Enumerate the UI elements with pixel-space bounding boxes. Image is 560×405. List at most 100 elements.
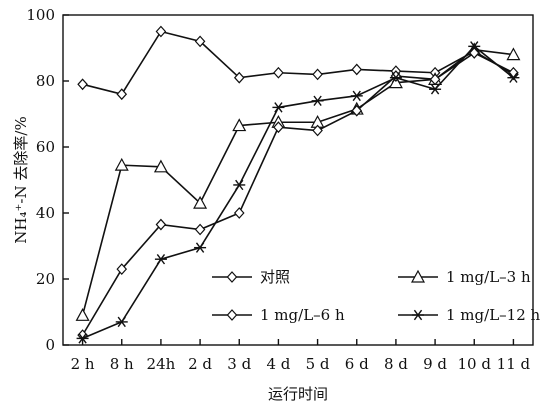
data-point [273, 121, 284, 134]
data-point [114, 157, 129, 171]
diamond-marker [233, 71, 245, 84]
diamond-marker [116, 263, 128, 275]
y-tick-label: 80 [36, 72, 55, 90]
data-point [351, 63, 363, 76]
series-line [81, 52, 514, 336]
data-point [272, 102, 285, 113]
data-point [350, 90, 363, 102]
x-tick-label: 24h [147, 355, 176, 373]
data-point [153, 159, 168, 173]
diamond-marker [155, 218, 167, 231]
data-point [77, 78, 88, 91]
x-tick-label: 3 d [227, 355, 251, 373]
legend-label: 1 mg/L–6 h [260, 306, 345, 324]
data-point [115, 316, 128, 328]
data-point [194, 223, 206, 236]
asterisk-stroke [509, 72, 518, 83]
data-point [116, 88, 128, 101]
x-tick-label: 2 h [71, 355, 95, 373]
legend: 对照 1 mg/L–3 h 1 mg/L–6 h 1 mg/L–12 h [212, 268, 541, 324]
data-point [194, 242, 207, 253]
data-point [116, 263, 128, 275]
data-point [194, 35, 206, 48]
asterisk-stroke [117, 316, 126, 328]
data-point [155, 25, 167, 38]
triangle-marker [75, 308, 90, 321]
diamond-marker [226, 271, 238, 283]
x-tick-label: 6 d [345, 355, 369, 373]
data-point [154, 253, 167, 265]
diamond-marker [351, 104, 363, 117]
legend-item: 1 mg/L–3 h [398, 268, 531, 286]
data-point [429, 73, 441, 86]
series-line [82, 45, 514, 340]
legend-marker [226, 271, 238, 283]
asterisk-stroke [313, 95, 322, 107]
y-tick-label: 100 [26, 6, 55, 24]
diamond-marker [429, 73, 441, 86]
data-point [429, 84, 442, 95]
x-tick-label: 10 d [458, 355, 492, 373]
x-tick-label: 5 d [306, 355, 330, 373]
asterisk-stroke [195, 242, 205, 253]
diamond-marker [226, 309, 238, 321]
axes: 0 20 40 60 80 100 2 h 8 h 24h 2 d 3 d 4 d 5 d 6 d 8 d 9… [26, 6, 534, 373]
diamond-marker [116, 88, 128, 101]
triangle-marker [410, 269, 426, 283]
diamond-marker [194, 35, 206, 48]
asterisk-stroke [391, 72, 401, 83]
data-point [389, 72, 402, 83]
asterisk-stroke [470, 41, 479, 52]
data-point [232, 118, 247, 132]
data-point [233, 179, 246, 191]
diamond-marker [351, 63, 363, 76]
legend-item: 1 mg/L–12 h [398, 306, 541, 324]
series-3 [77, 47, 519, 341]
triangle-marker [153, 159, 168, 173]
data-point [76, 333, 89, 344]
data-point [506, 47, 521, 61]
legend-marker [410, 269, 426, 283]
diamond-marker [77, 78, 88, 91]
series-4 [76, 41, 520, 344]
asterisk-stroke [274, 102, 283, 113]
legend-item: 对照 [212, 268, 290, 286]
triangle-marker [193, 195, 208, 209]
data-point [273, 66, 284, 79]
data-point [233, 71, 245, 84]
plot-frame [62, 14, 534, 346]
y-axis-label: NH₄⁺-N 去除率/% [12, 116, 30, 243]
asterisk-stroke [352, 90, 361, 102]
data-point [311, 95, 324, 107]
series-1 [77, 25, 519, 101]
series-line [82, 30, 514, 96]
data-point [468, 41, 481, 52]
legend-marker [412, 309, 424, 321]
x-tick-label: 8 d [384, 355, 408, 373]
diamond-marker [273, 66, 284, 79]
legend-label: 1 mg/L–3 h [446, 268, 531, 286]
data-point [233, 207, 245, 219]
data-point [507, 72, 520, 83]
y-tick-label: 40 [36, 204, 55, 222]
x-tick-label: 2 d [188, 355, 212, 373]
y-tick-label: 20 [36, 270, 55, 288]
legend-label: 对照 [260, 268, 290, 286]
diamond-marker [312, 68, 323, 81]
x-tick-label: 9 d [423, 355, 447, 373]
data-point [312, 124, 323, 137]
legend-item: 1 mg/L–6 h [212, 306, 345, 324]
legend-label: 1 mg/L–12 h [446, 306, 541, 324]
series-layer [75, 25, 521, 344]
diamond-marker [155, 25, 167, 38]
diamond-marker [233, 207, 245, 219]
triangle-marker [232, 118, 247, 132]
x-tick-label: 11 d [497, 355, 531, 373]
asterisk-stroke [430, 84, 440, 95]
asterisk-stroke [156, 253, 166, 265]
asterisk-stroke [235, 179, 244, 191]
data-point [312, 68, 323, 81]
triangle-marker [506, 47, 521, 61]
diamond-marker [312, 124, 323, 137]
